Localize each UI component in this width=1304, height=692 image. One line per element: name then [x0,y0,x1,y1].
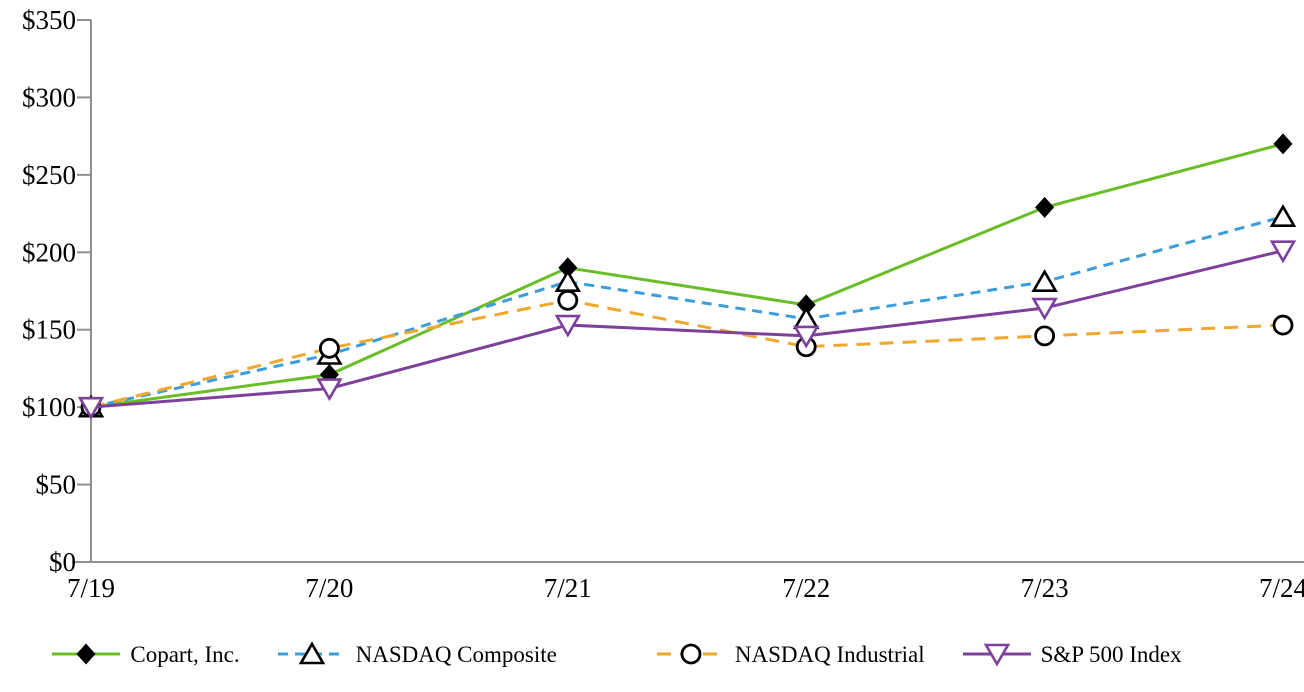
y-tick-label: $300 [22,82,76,112]
data-point-marker [1031,269,1058,293]
data-point-marker [1269,204,1297,227]
x-tick-label: 7/23 [1021,573,1069,603]
x-tick-label: 7/22 [782,573,830,603]
x-tick-label: 7/24 [1259,573,1304,603]
legend-label: S&P 500 Index [1040,642,1182,667]
legend-key [656,643,725,665]
legend-marker-icon [76,643,96,665]
x-tick-label: 7/21 [544,573,592,603]
y-tick-label: $100 [22,392,76,422]
legend-key [962,643,1031,667]
legend-label: NASDAQ Composite [355,642,557,667]
legend-label: NASDAQ Industrial [734,642,925,667]
series-line [90,249,1284,409]
data-point-marker [316,378,343,402]
y-tick-labels: $0 $50 $100 $150 $200 $250 $300 $350 [22,5,76,577]
x-tick-labels: 7/19 7/20 7/21 7/22 7/23 7/24 [67,573,1304,603]
data-point-marker [1273,133,1293,155]
legend-key [277,641,346,665]
chart-legend: Copart, Inc. NASDAQ Composite NASDAQ Indus… [0,613,1304,692]
data-point-marker [792,306,820,330]
series-line [90,215,1284,409]
axes [72,19,1304,563]
y-tick-label: $250 [22,160,76,190]
y-tick-label: $350 [22,5,76,35]
series-copart-inc [81,133,1293,418]
x-tick-label: 7/19 [67,573,115,603]
y-tick-label: $50 [36,470,77,500]
series-line [90,298,1284,409]
data-point-marker [558,257,578,279]
legend-label: Copart, Inc. [130,642,240,667]
data-point-marker [557,289,579,311]
y-tick-label: $150 [22,315,76,345]
legend-marker-icon [983,643,1010,667]
plot-area: $0 $50 $100 $150 $200 $250 $300 $350 7/19 7/20 7/2… [22,5,1304,603]
series-nasdaq-industrial [80,289,1294,418]
data-point-marker [554,269,582,293]
data-point-marker [318,337,340,359]
data-point-marker [1034,325,1055,347]
series-line [90,142,1284,409]
legend-item-nasdaq-composite: NASDAQ Composite [277,641,557,669]
legend-marker-icon [298,641,325,665]
y-tick-label: $200 [22,237,76,267]
series-s-p-500-index [77,240,1297,420]
legend-key [52,643,121,665]
data-point-marker [1269,240,1297,264]
data-point-marker [1272,314,1294,336]
legend-item-nasdaq-industrial: NASDAQ Industrial [656,641,925,669]
legend-item-s-p-500-index: S&P 500 Index [962,641,1182,669]
data-point-marker [1035,196,1055,218]
y-tick-label: $0 [49,547,76,577]
data-point-marker [1031,297,1058,321]
x-tick-label: 7/20 [305,573,353,603]
data-point-marker [796,294,816,316]
data-point-marker [77,396,105,420]
legend-item-copart-inc: Copart, Inc. [52,641,240,669]
legend-marker-icon [680,643,702,665]
data-point-marker [792,325,820,349]
data-point-marker [554,314,582,338]
